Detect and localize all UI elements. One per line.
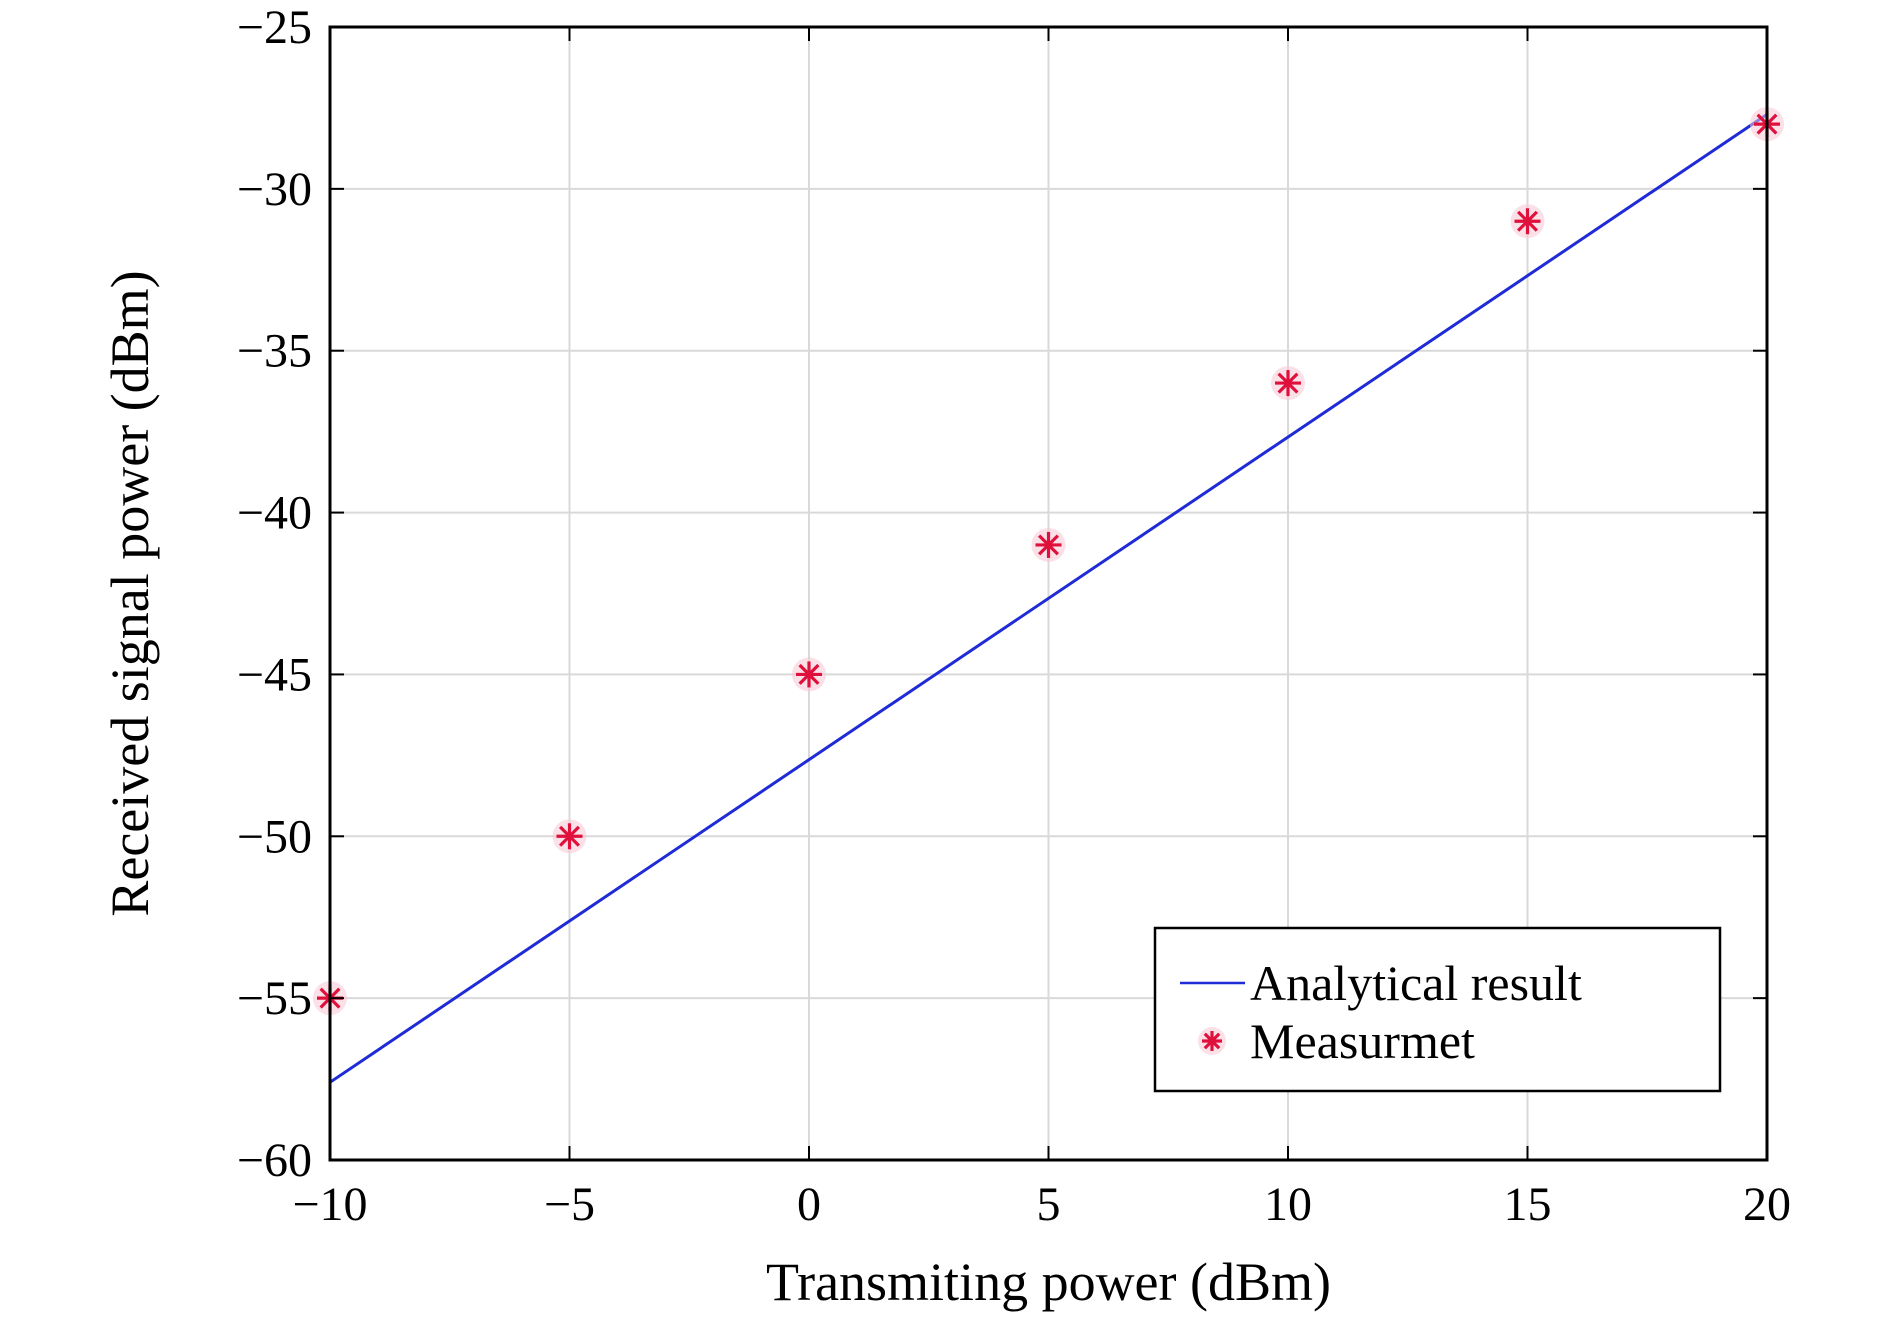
legend: Analytical result Measurmet: [1153, 926, 1722, 1093]
y-tick-label: −35: [237, 325, 312, 378]
legend-label-analytical: Analytical result: [1250, 955, 1582, 1011]
x-tick-label: 10: [1264, 1178, 1312, 1231]
measurement-point: [552, 819, 587, 854]
y-tick-label: −55: [237, 972, 312, 1025]
series-layer: [313, 107, 1784, 1084]
legend-asterisk-icon: [1198, 1027, 1226, 1055]
y-tick-label: −45: [237, 648, 312, 701]
y-tick-label: −30: [237, 163, 312, 216]
ticks: [329, 26, 1768, 1161]
y-tick-label: −40: [237, 487, 312, 540]
analytical-result-line: [329, 113, 1768, 1084]
x-tick-label: 0: [797, 1178, 821, 1231]
legend-label-measurement: Measurmet: [1250, 1013, 1475, 1069]
measurement-point: [1271, 366, 1305, 401]
measurement-point: [1031, 527, 1066, 562]
x-tick-label: 20: [1743, 1178, 1791, 1231]
y-axis-title: Received signal power (dBm): [100, 270, 160, 916]
y-tick-label: −25: [237, 1, 312, 54]
y-tick-label: −50: [237, 810, 312, 863]
x-tick-label: 5: [1037, 1178, 1061, 1231]
y-tick-label: −60: [237, 1134, 312, 1187]
x-axis-title: Transmiting power (dBm): [766, 1252, 1331, 1312]
measurement-point: [1510, 204, 1545, 239]
legend-box: [1153, 926, 1722, 1093]
x-tick-label: −5: [544, 1178, 595, 1231]
legend-marker-swatch: [1198, 1027, 1226, 1055]
x-tick-label: 15: [1504, 1178, 1552, 1231]
measurement-point: [792, 657, 826, 692]
tick-labels: −10 −5 0 5 10 15 20−25−30−35−40−45−50−55−60: [237, 1, 1791, 1231]
x-tick-label: −10: [292, 1178, 367, 1231]
